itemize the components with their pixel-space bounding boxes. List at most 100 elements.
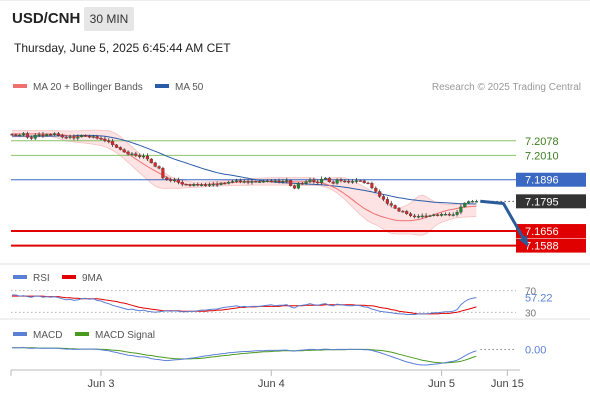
candle-down	[289, 180, 293, 186]
candle-down	[397, 208, 401, 212]
candle-up	[130, 153, 134, 155]
candle-up	[296, 183, 300, 189]
x-tick-label: Jun 15	[491, 378, 524, 390]
candle-up	[250, 181, 254, 183]
x-tick-label: Jun 4	[258, 378, 285, 390]
candle-up	[91, 136, 95, 138]
candle-down	[122, 149, 126, 153]
candle-down	[424, 215, 428, 218]
candle-down	[327, 177, 331, 183]
candle-up	[467, 201, 471, 204]
rsi-panel: 70 30 57.22 RSI 9MA	[11, 273, 553, 319]
candle-down	[176, 179, 180, 183]
candle-down	[447, 214, 451, 216]
candle-up	[428, 215, 432, 217]
candle-down	[25, 133, 30, 138]
candle-up	[265, 180, 269, 182]
candle-down	[347, 181, 351, 183]
candle-down	[149, 158, 153, 164]
projection-arrow	[480, 199, 529, 245]
candle-down	[339, 179, 343, 182]
candle-down	[49, 134, 53, 136]
candle-down	[184, 184, 188, 186]
candle-down	[29, 137, 33, 139]
candle-down	[374, 187, 378, 192]
candle-up	[463, 202, 467, 208]
candle-down	[246, 181, 250, 183]
candle-down	[134, 153, 138, 156]
candle-up	[76, 136, 80, 139]
candle-up	[320, 178, 324, 183]
candle-down	[215, 184, 219, 186]
candle-up	[142, 155, 146, 158]
rsi-value-label: 57.22	[525, 293, 553, 305]
candle-down	[378, 191, 382, 197]
candle-up	[200, 184, 204, 186]
candle-up	[22, 133, 26, 136]
candle-down	[362, 180, 366, 184]
candle-down	[269, 180, 273, 182]
candle-down	[56, 133, 60, 136]
candle-down	[107, 140, 111, 142]
candle-up	[273, 180, 277, 182]
candle-up	[335, 179, 339, 184]
timestamp: Thursday, June 5, 2025 6:45:44 AM CET	[14, 41, 231, 55]
candle-up	[234, 180, 239, 182]
rsi-threshold-label: 30	[525, 308, 537, 319]
candle-down	[169, 179, 173, 181]
x-tick-label: Jun 3	[88, 378, 115, 390]
candle-down	[412, 215, 417, 218]
candle-up	[37, 134, 41, 136]
legend-label-9ma: 9MA	[82, 273, 103, 284]
candle-down	[114, 144, 119, 148]
ma50-line	[12, 134, 477, 205]
candle-down	[60, 135, 64, 138]
candle-up	[416, 216, 420, 218]
candle-down	[254, 181, 258, 183]
candle-down	[180, 182, 184, 185]
candle-up	[420, 215, 424, 218]
legend-label-macd-signal: MACD Signal	[95, 330, 155, 341]
candle-down	[370, 182, 374, 189]
candle-up	[207, 184, 211, 186]
candle-down	[203, 184, 208, 186]
support-label: 7.1656	[525, 226, 559, 238]
macd-line	[12, 346, 477, 366]
candle-down	[72, 136, 76, 139]
candle-up	[219, 182, 223, 185]
candle-up	[308, 179, 312, 182]
candle-up	[440, 214, 444, 216]
legend-swatch-ma50	[155, 84, 169, 88]
timeframe-button[interactable]: 30 MIN	[84, 7, 134, 31]
candle-down	[145, 155, 150, 160]
price-panel: 7.2078 7.2010 7.1896 7.1795 7.1656 7.1588 MA 2…	[10, 82, 586, 253]
candle-up	[354, 180, 358, 182]
candle-down	[196, 184, 200, 186]
candle-up	[242, 181, 246, 183]
candle-up	[231, 181, 235, 183]
candle-up	[323, 177, 328, 180]
candle-up	[304, 181, 308, 184]
legend-swatch-9ma	[62, 275, 76, 279]
support-label-box	[516, 224, 586, 239]
projection-arrowhead	[518, 235, 529, 247]
candle-down	[126, 151, 130, 155]
candle-up	[285, 180, 289, 182]
x-tick-label: Jun 5	[428, 378, 455, 390]
candle-up	[68, 136, 72, 138]
candle-down	[188, 184, 192, 186]
candle-up	[192, 184, 196, 186]
pivot-label: 7.1896	[525, 175, 559, 187]
candle-up	[351, 181, 355, 183]
candle-down	[409, 213, 413, 216]
legend-label-rsi: RSI	[33, 273, 50, 284]
x-axis: Jun 3 Jun 4 Jun 5 Jun 15	[10, 370, 524, 390]
candle-up	[33, 135, 37, 139]
candle-down	[153, 162, 157, 167]
current-price-box	[516, 194, 586, 209]
candle-down	[366, 182, 370, 185]
candle-up	[45, 134, 49, 137]
candle-up	[432, 214, 436, 216]
candle-down	[111, 141, 115, 145]
candle-down	[103, 138, 107, 141]
